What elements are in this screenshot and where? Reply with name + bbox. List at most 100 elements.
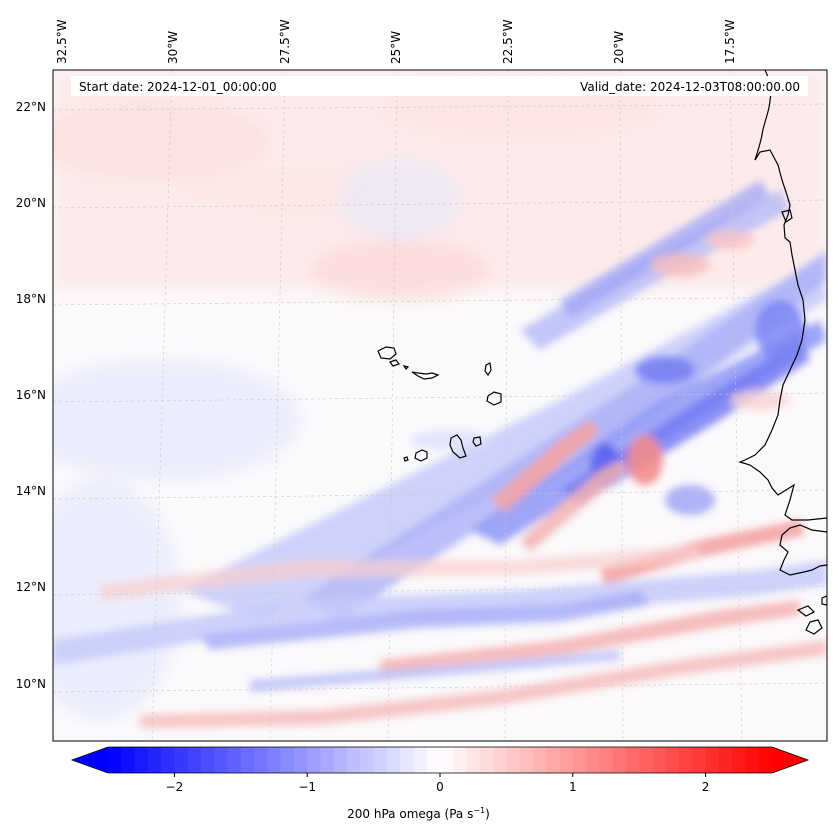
colorbar-segment	[506, 747, 521, 773]
colorbar-segment	[692, 747, 707, 773]
colorbar-segment	[400, 747, 415, 773]
colorbar-segment	[320, 747, 335, 773]
lat-label-22n: 22°N	[16, 100, 46, 114]
colorbar-segment	[333, 747, 348, 773]
coast-south	[779, 524, 827, 576]
start-date-text: Start date: 2024-12-01_00:00:00	[79, 80, 277, 94]
colorbar-segment	[280, 747, 295, 773]
colorbar-segment	[466, 747, 481, 773]
colorbar-segment	[665, 747, 680, 773]
colorbar-segment	[134, 747, 149, 773]
colorbar-segment	[479, 747, 494, 773]
lat-label-20n: 20°N	[16, 196, 46, 210]
colorbar-segment	[586, 747, 600, 773]
omega-field	[53, 70, 827, 728]
island-north-inlet	[781, 209, 793, 223]
lat-label-14n: 14°N	[16, 484, 46, 498]
valid-date-text: Valid_date: 2024-12-03T08:00:00.00	[580, 80, 800, 94]
colorbar-segment	[453, 747, 468, 773]
map-frame	[52, 69, 828, 742]
colorbar-segment	[519, 747, 534, 773]
colorbar-label: 200 hPa omega (Pa s−1)	[0, 806, 837, 821]
colorbar-segment	[732, 747, 747, 773]
colorbar-segment	[307, 747, 322, 773]
cape-verde-brava	[403, 456, 409, 462]
colorbar-segment	[639, 747, 654, 773]
colorbar-tick-label: −2	[166, 780, 184, 794]
colorbar-segment	[240, 747, 255, 773]
colorbar-extend-max	[772, 747, 808, 773]
lon-label-32.5w: 32.5°W	[55, 19, 69, 64]
colorbar-segment	[440, 747, 454, 773]
colorbar-segment	[200, 747, 215, 773]
cape-verde-sao-vicente	[389, 359, 400, 367]
colorbar-tick-label: −1	[298, 780, 316, 794]
cape-verde-santa-luzia	[402, 365, 410, 370]
lon-label-17.5w: 17.5°W	[723, 19, 737, 64]
colorbar-outline	[70, 746, 810, 774]
colorbar-segment	[426, 747, 441, 773]
colorbar-segment	[599, 747, 614, 773]
colorbar-segment	[347, 747, 361, 773]
map-gridlines	[53, 70, 827, 741]
colorbar-segment	[187, 747, 202, 773]
annotation-box	[71, 76, 808, 96]
colorbar-segment	[705, 747, 720, 773]
cape-verde-santo-antao	[377, 346, 397, 360]
colorbar-segment	[360, 747, 375, 773]
colorbar-ticks: −2 −1 0 1 2	[166, 773, 710, 794]
lon-label-25w: 25°W	[389, 31, 403, 64]
colorbar-segment	[559, 747, 574, 773]
colorbar	[70, 746, 810, 774]
colorbar-segment	[161, 747, 175, 773]
lon-label-30w: 30°W	[166, 31, 180, 64]
colorbar-segment	[493, 747, 507, 773]
colorbar-segment	[108, 747, 122, 773]
colorbar-segment	[679, 747, 693, 773]
lat-label-12n: 12°N	[16, 580, 46, 594]
lat-label-16n: 16°N	[16, 388, 46, 402]
cape-verde-fogo	[414, 449, 428, 462]
cape-verde-sal	[484, 362, 492, 377]
lat-label-18n: 18°N	[16, 292, 46, 306]
colorbar-segment	[386, 747, 401, 773]
colorbar-segment	[267, 747, 282, 773]
colorbar-tick-label: 0	[436, 780, 444, 794]
colorbar-segment	[758, 747, 773, 773]
colorbar-segment	[745, 747, 760, 773]
colorbar-label-exponent: −1	[473, 806, 486, 815]
colorbar-segment	[532, 747, 547, 773]
colorbar-label-close: )	[485, 807, 490, 821]
colorbar-segment	[293, 747, 308, 773]
colorbar-segment	[254, 747, 268, 773]
colorbar-tick-label: 2	[702, 780, 710, 794]
latitude-labels: 22°N 20°N 18°N 16°N 14°N 12°N 10°N	[16, 100, 46, 691]
colorbar-segment	[121, 747, 136, 773]
colorbar-segment	[227, 747, 242, 773]
colorbar-segment	[652, 747, 667, 773]
cape-verde-santiago	[449, 434, 467, 459]
cape-verde-sao-nicolau	[411, 371, 440, 380]
longitude-labels: 32.5°W 30°W 27.5°W 25°W 22.5°W 20°W 17.5…	[55, 19, 737, 64]
cape-verde-boa-vista	[486, 391, 502, 406]
lat-label-10n: 10°N	[16, 677, 46, 691]
colorbar-segment	[612, 747, 627, 773]
colorbar-segment	[214, 747, 229, 773]
colorbar-segment	[625, 747, 640, 773]
colorbar-segment	[373, 747, 388, 773]
colorbar-tick-label: 1	[569, 780, 577, 794]
coastlines	[377, 70, 827, 635]
colorbar-segment	[174, 747, 189, 773]
cape-verde-maio	[472, 436, 482, 447]
africa-coastline	[738, 70, 827, 521]
colorbar-segment	[413, 747, 428, 773]
colorbar-extend-min	[72, 747, 108, 773]
lon-label-22.5w: 22.5°W	[501, 19, 515, 64]
islands-south	[796, 595, 827, 635]
colorbar-label-main: 200 hPa omega (Pa s	[347, 807, 474, 821]
colorbar-segment	[572, 747, 587, 773]
colorbar-segment	[546, 747, 561, 773]
colorbar-segment	[147, 747, 162, 773]
lon-label-20w: 20°W	[612, 31, 626, 64]
